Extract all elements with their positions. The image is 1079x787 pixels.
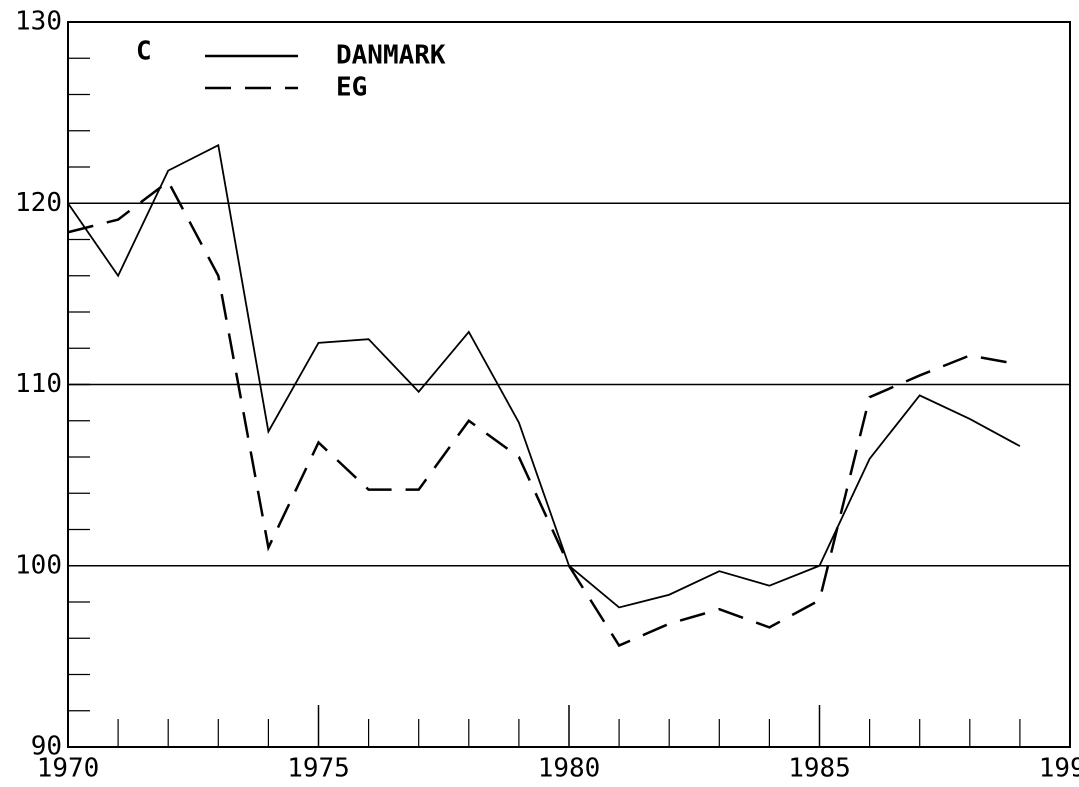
y-tick-label: 130 (15, 7, 62, 37)
legend-label: DANMARK (336, 41, 446, 71)
y-tick-label: 120 (15, 188, 62, 218)
x-tick-label: 1985 (788, 754, 851, 784)
y-tick-label: 110 (15, 369, 62, 399)
x-tick-label: 1980 (538, 754, 601, 784)
x-tick-label: 1975 (287, 754, 350, 784)
series-line (67, 179, 1021, 648)
legend-label: EG (336, 73, 367, 103)
series-line (67, 143, 1021, 609)
y-tick-label: 100 (15, 550, 62, 580)
x-tick-label: 1970 (37, 754, 100, 784)
x-tick-label: 1990 (1039, 754, 1079, 784)
annotation: C (136, 37, 152, 67)
y-tick-label: 90 (31, 732, 62, 762)
